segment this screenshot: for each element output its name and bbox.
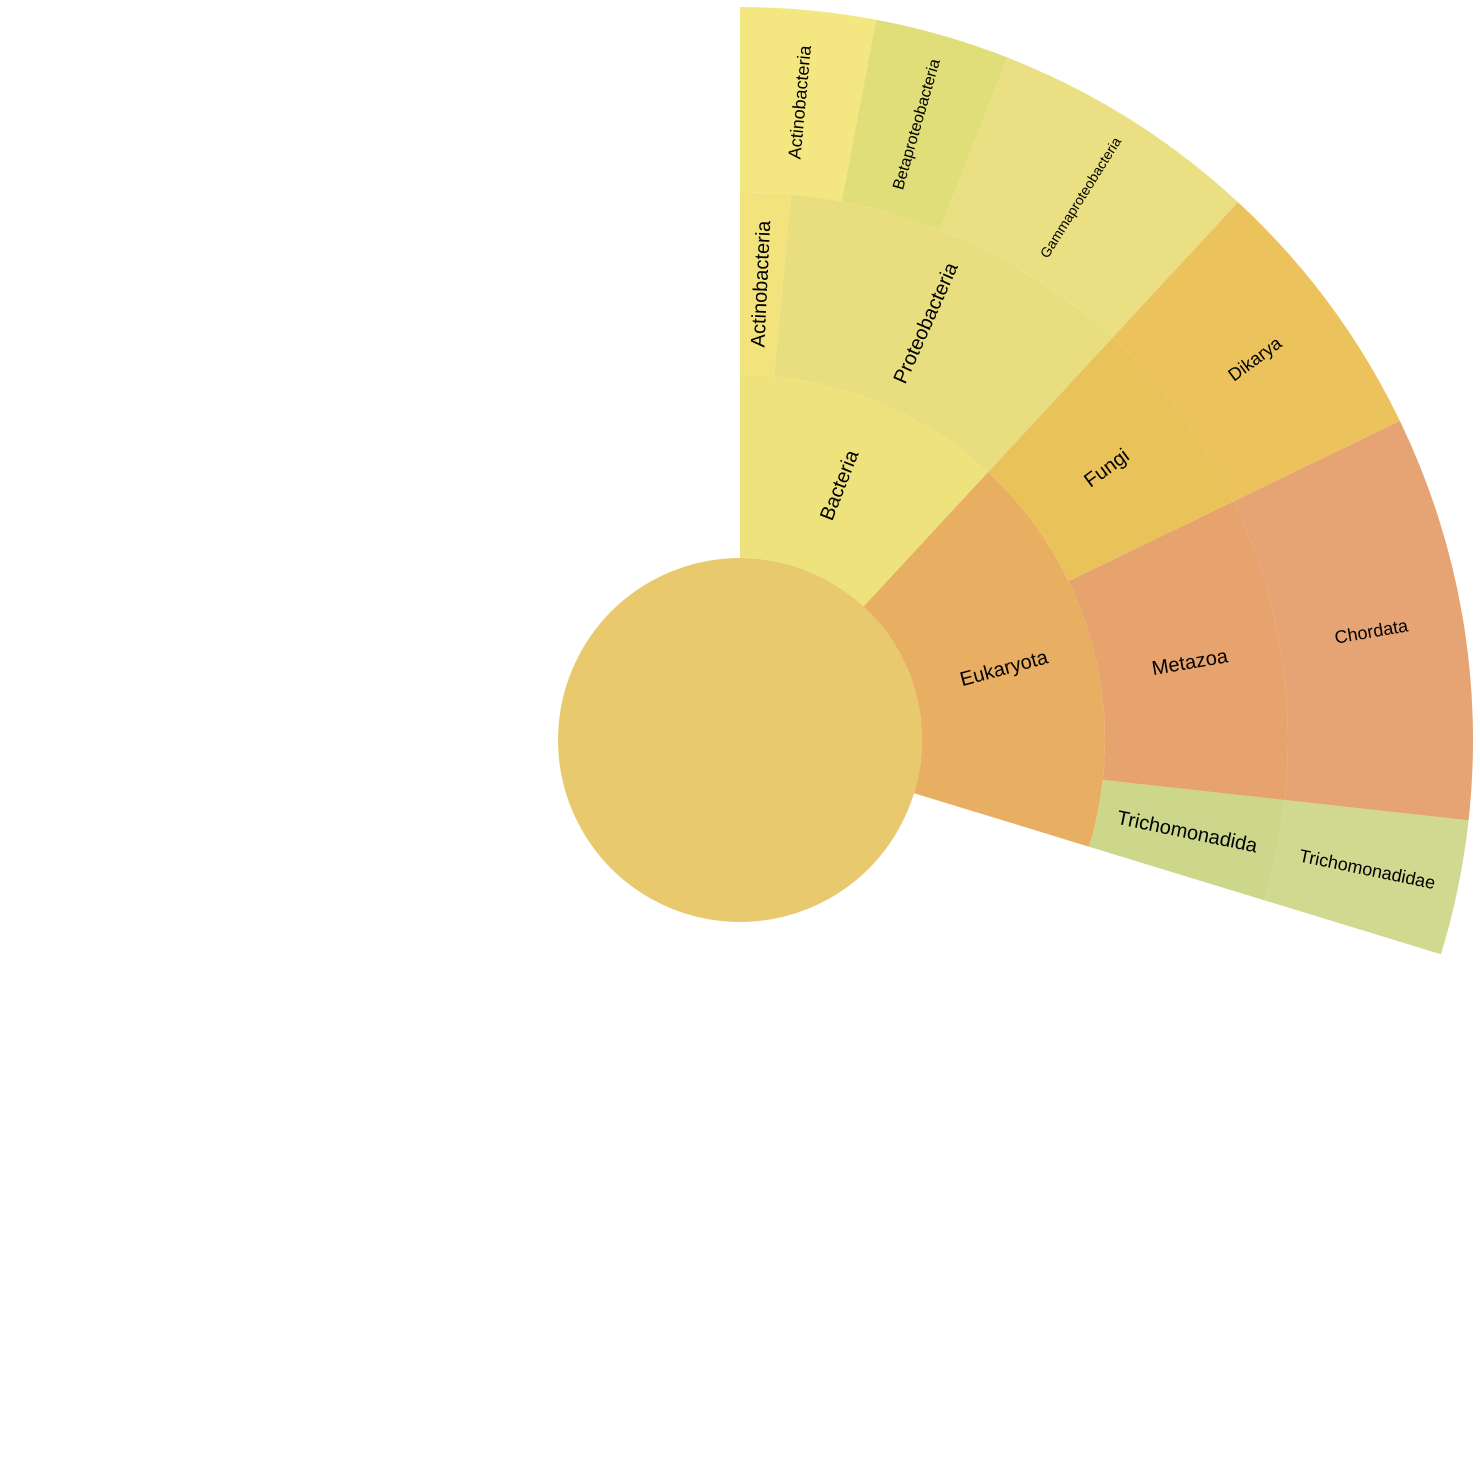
segment-trichomonadidae[interactable] xyxy=(1264,800,1469,955)
segment-proteobacteria[interactable] xyxy=(774,194,1113,473)
segment-trichomonadida[interactable] xyxy=(1089,780,1285,901)
sunburst-root[interactable] xyxy=(558,558,922,922)
segment-bacteria[interactable] xyxy=(740,375,988,607)
segment-fungi[interactable] xyxy=(987,337,1234,582)
segment-metazoa[interactable] xyxy=(1068,501,1288,801)
segment-actinobacteria-c[interactable] xyxy=(740,7,877,202)
segment-gammaproteobacteria[interactable] xyxy=(939,57,1239,338)
segment-eukaryota[interactable] xyxy=(863,472,1105,847)
sunburst-segments xyxy=(558,7,1473,955)
segment-betaproteobacteria[interactable] xyxy=(841,19,1008,230)
segment-dikarya[interactable] xyxy=(1112,202,1400,502)
segment-actinobacteria[interactable] xyxy=(740,192,792,377)
segment-chordata[interactable] xyxy=(1233,420,1473,821)
